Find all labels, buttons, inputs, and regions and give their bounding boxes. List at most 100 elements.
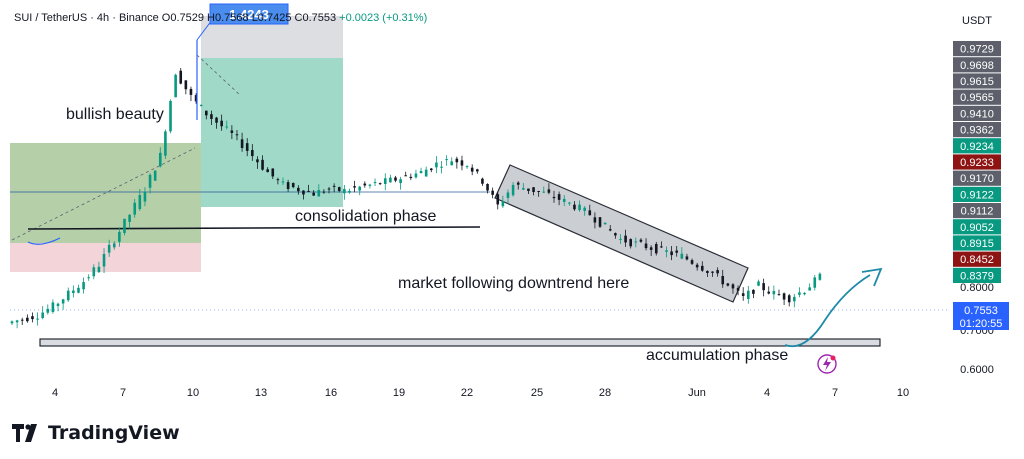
candle-body [337, 187, 341, 191]
candle-body [593, 217, 597, 223]
candle-body [767, 291, 771, 294]
candle-body [762, 283, 765, 291]
candle-body [102, 253, 106, 267]
flash-icon [817, 354, 837, 374]
candle-body [522, 188, 525, 190]
candle-body [532, 187, 535, 193]
price-tag-box [953, 154, 1001, 170]
candle-body [332, 185, 336, 187]
x-axis-tick-label: 10 [187, 387, 199, 399]
candle-body [307, 190, 310, 192]
candle-body [41, 312, 44, 319]
candle-body [460, 160, 464, 166]
candle-body [133, 202, 137, 215]
x-axis-tick-label: 13 [255, 387, 267, 399]
x-axis-tick-label: 25 [531, 387, 543, 399]
flash-icon-bolt [823, 357, 831, 371]
candle-body [158, 152, 162, 167]
candle-body [261, 159, 264, 170]
candle-body [557, 194, 561, 200]
candle-body [153, 170, 157, 181]
price-tag-value: 0.9410 [960, 108, 994, 120]
candle-body [511, 184, 515, 196]
candle-body [736, 287, 740, 291]
candle-body [77, 287, 80, 293]
candle-body [107, 244, 111, 253]
candle-body [608, 229, 612, 231]
candle-body [353, 186, 356, 188]
candle-body [169, 100, 172, 132]
flash-icon-dot [830, 355, 836, 361]
y-axis-tick-label: 0.8000 [960, 282, 994, 294]
price-tag-value: 0.8379 [960, 270, 994, 282]
candle-body [164, 131, 167, 156]
ohlc-high: H0.7568 [207, 12, 249, 24]
candle-body [506, 192, 510, 198]
x-axis-tick-label: 28 [599, 387, 611, 399]
current-price-countdown: 01:20:55 [960, 318, 1003, 330]
candle-body [798, 292, 801, 295]
candle-body [752, 289, 755, 294]
candle-body [26, 317, 29, 322]
candle-body [711, 271, 714, 273]
candle-body [82, 282, 85, 290]
price-tag-box [953, 105, 1001, 121]
candle-body [10, 321, 14, 324]
candle-body [189, 88, 193, 95]
candle-body [793, 296, 796, 302]
candle-body [690, 260, 694, 264]
candle-body [281, 181, 285, 183]
candle-body [31, 316, 34, 320]
dashed-retrace-line [196, 54, 241, 96]
candle-body [312, 192, 315, 196]
candle-body [649, 247, 653, 250]
candle-body [424, 169, 428, 177]
candle-body [476, 169, 479, 172]
price-tag-value: 0.9234 [960, 141, 994, 153]
candle-body [87, 277, 90, 279]
tradingview-logo[interactable]: TradingView [12, 422, 180, 444]
price-tag-value: 0.9565 [960, 92, 994, 104]
candle-body [680, 253, 684, 259]
candle-body [394, 177, 397, 181]
projection-arrow-head [861, 267, 883, 287]
red-zone [10, 243, 201, 272]
candle-body [66, 290, 70, 301]
candle-body [327, 188, 331, 190]
candle-body [578, 204, 581, 211]
ohlc-open: O0.7529 [161, 12, 204, 24]
price-tag-box [953, 170, 1001, 186]
x-axis-tick-label: 7 [832, 387, 838, 399]
candle-body [389, 177, 392, 183]
consolidation-support-line [27, 226, 481, 230]
symbol-label[interactable]: SUI / TetherUS · 4h · Binance [14, 12, 159, 24]
candle-body [215, 117, 218, 123]
candle-body [112, 243, 116, 248]
candle-body [721, 276, 725, 285]
candle-body [481, 178, 484, 184]
candle-body [716, 270, 719, 274]
candle-body [700, 265, 704, 271]
candle-body [36, 318, 39, 320]
candle-body [445, 159, 448, 161]
candle-body [143, 192, 147, 202]
annotation-bullish: bullish beauty [66, 106, 164, 123]
projection-arrow-line [784, 274, 871, 348]
price-tag-box [953, 73, 1001, 89]
candle-body [547, 189, 551, 193]
candle-body [562, 198, 566, 202]
y-axis-tick-label: 0.6000 [960, 364, 994, 376]
candle-body [465, 166, 469, 168]
candle-body [123, 218, 126, 233]
candle-body [501, 200, 505, 207]
x-axis-tick-label: 16 [325, 387, 337, 399]
candle-body [266, 169, 269, 173]
candle-body [639, 239, 643, 242]
price-tag-box [953, 219, 1001, 235]
candle-body [603, 222, 607, 225]
x-axis-tick-label: 7 [120, 387, 126, 399]
candle-body [256, 159, 259, 163]
candle-body [629, 239, 632, 247]
candle-body [486, 183, 489, 191]
